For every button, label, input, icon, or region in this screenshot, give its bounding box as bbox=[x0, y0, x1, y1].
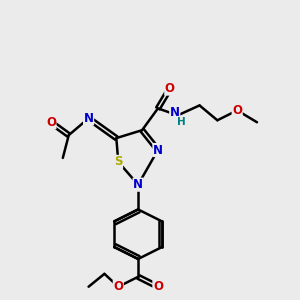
Text: N: N bbox=[133, 178, 143, 191]
Text: O: O bbox=[46, 116, 56, 129]
Text: O: O bbox=[165, 82, 175, 95]
Text: O: O bbox=[232, 104, 242, 117]
Text: O: O bbox=[113, 280, 123, 293]
Text: O: O bbox=[153, 280, 163, 293]
Text: N: N bbox=[170, 106, 180, 119]
Text: N: N bbox=[153, 143, 163, 157]
Text: S: S bbox=[114, 155, 122, 168]
Text: H: H bbox=[177, 117, 186, 127]
Text: N: N bbox=[84, 112, 94, 125]
